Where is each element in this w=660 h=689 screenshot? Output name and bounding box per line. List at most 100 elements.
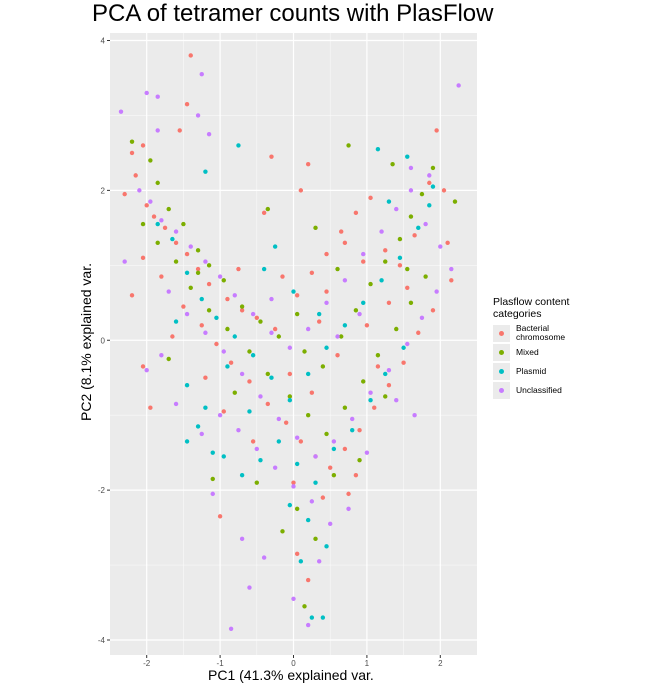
data-point-series-3: [364, 450, 370, 455]
data-point-series-3: [316, 559, 322, 564]
data-point-series-0: [386, 300, 392, 305]
data-point-series-1: [408, 300, 414, 305]
data-point-series-2: [184, 270, 190, 276]
data-point-series-3: [232, 293, 237, 298]
data-point-series-1: [155, 240, 160, 246]
data-point-series-3: [239, 536, 245, 542]
data-point-series-0: [206, 281, 212, 287]
data-point-series-0: [283, 420, 289, 425]
data-point-series-2: [225, 364, 230, 369]
data-point-series-1: [452, 199, 458, 204]
data-point-series-3: [405, 341, 410, 347]
data-point-series-2: [236, 143, 241, 148]
data-point-series-2: [195, 424, 201, 429]
data-point-series-2: [361, 300, 366, 305]
data-point-series-0: [247, 379, 252, 384]
data-point-series-3: [166, 289, 171, 294]
data-point-series-3: [199, 72, 204, 77]
data-point-series-2: [324, 544, 329, 549]
legend-key-bacterial-chromosome: [493, 324, 510, 342]
data-point-series-3: [386, 368, 392, 373]
data-point-series-0: [236, 266, 241, 272]
data-point-series-2: [342, 323, 348, 328]
data-point-series-0: [305, 161, 311, 167]
data-point-series-1: [280, 529, 285, 534]
data-point-series-0: [184, 101, 190, 107]
data-point-series-1: [247, 349, 252, 354]
data-point-series-2: [221, 454, 226, 459]
data-point-series-3: [148, 199, 153, 204]
data-point-series-3: [195, 113, 201, 118]
legend-item-unclassified: Unclassified: [493, 382, 583, 399]
data-point-series-1: [430, 165, 436, 171]
data-point-series-0: [184, 251, 190, 257]
data-point-series-2: [350, 427, 355, 433]
data-point-series-0: [386, 383, 392, 388]
data-point-series-0: [397, 263, 403, 268]
data-point-series-3: [379, 229, 384, 234]
chart-title: PCA of tetramer counts with PlasFlow: [92, 0, 494, 27]
data-point-series-0: [416, 330, 421, 335]
data-point-series-1: [313, 536, 318, 542]
data-point-series-2: [427, 203, 432, 208]
data-point-series-0: [368, 195, 373, 201]
data-point-series-1: [225, 326, 230, 332]
data-point-series-2: [379, 278, 384, 283]
data-point-series-0: [159, 274, 164, 279]
x-axis-label: PC1 (41.3% explained var.: [208, 667, 374, 683]
data-point-series-1: [342, 405, 348, 410]
data-point-series-1: [361, 379, 366, 384]
data-point-series-2: [203, 169, 208, 174]
data-point-series-0: [353, 472, 359, 478]
data-point-series-3: [269, 296, 274, 302]
data-point-series-3: [184, 311, 190, 317]
legend-title: Plasflow content categories: [493, 296, 570, 320]
data-point-series-3: [159, 353, 164, 358]
data-point-series-1: [294, 311, 300, 317]
data-point-series-3: [239, 371, 245, 377]
data-point-series-3: [309, 499, 315, 504]
data-point-series-0: [342, 240, 348, 246]
data-point-series-0: [324, 251, 329, 257]
data-point-series-2: [375, 146, 381, 152]
data-point-series-1: [173, 259, 179, 264]
data-point-series-3: [199, 431, 204, 437]
data-point-series-3: [258, 394, 263, 399]
data-point-series-2: [173, 319, 179, 324]
data-point-series-0: [254, 315, 259, 320]
data-point-series-3: [331, 439, 337, 444]
data-point-series-0: [129, 150, 135, 156]
data-point-series-2: [184, 439, 190, 444]
y-tick-label: -2: [98, 486, 106, 495]
data-point-series-3: [305, 326, 311, 332]
data-point-series-0: [162, 225, 168, 231]
data-point-series-3: [155, 128, 160, 133]
data-point-series-0: [287, 371, 293, 377]
data-point-series-0: [148, 405, 153, 410]
data-point-series-3: [449, 266, 454, 272]
data-point-series-3: [305, 622, 311, 628]
y-axis: -4 -2 0 2 4: [98, 36, 110, 645]
data-point-series-3: [434, 289, 439, 294]
data-point-series-2: [232, 334, 237, 339]
data-point-series-0: [239, 308, 245, 313]
data-point-series-0: [181, 304, 186, 309]
x-tick-label: 1: [365, 659, 370, 668]
data-point-series-3: [254, 446, 259, 452]
data-point-series-0: [401, 360, 406, 365]
data-point-series-3: [137, 188, 142, 193]
data-point-series-0: [372, 405, 377, 410]
data-point-series-0: [133, 173, 138, 178]
data-point-series-0: [221, 409, 226, 414]
data-point-series-1: [239, 304, 245, 309]
data-point-series-3: [335, 334, 340, 339]
data-point-series-3: [269, 330, 274, 335]
legend-key-plasmid: [493, 363, 510, 380]
data-point-series-0: [357, 427, 362, 433]
data-point-series-2: [210, 450, 215, 455]
data-point-series-0: [199, 323, 204, 328]
data-point-series-1: [258, 319, 263, 324]
data-point-series-0: [383, 248, 388, 253]
data-point-series-1: [324, 431, 329, 437]
data-point-series-1: [302, 604, 307, 609]
